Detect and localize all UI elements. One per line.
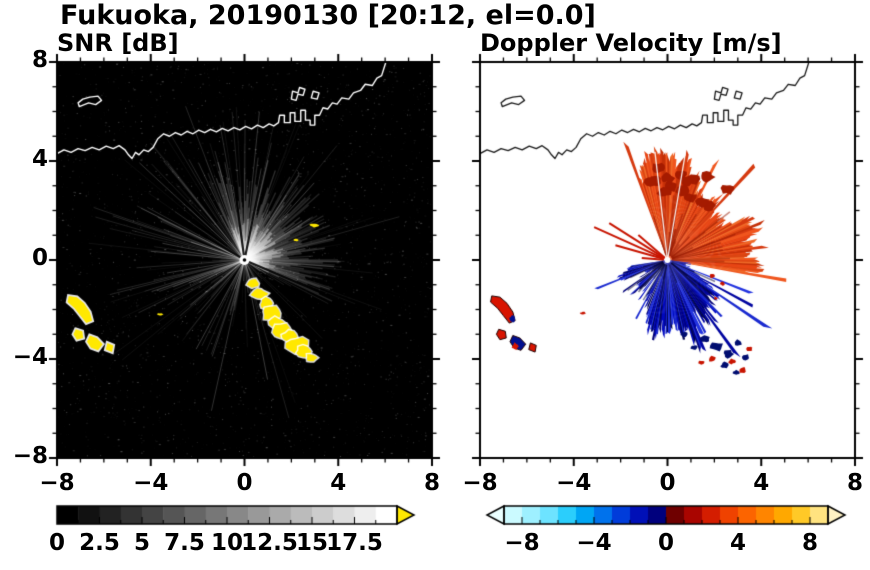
snr-colorbar-tick-label: 15 bbox=[295, 530, 328, 556]
snr-x-tick-label: 4 bbox=[330, 470, 347, 496]
doppler-colorbar-tick-label: 8 bbox=[801, 530, 818, 556]
y-axis-tick-label: 4 bbox=[31, 146, 48, 172]
snr-heatmap-panel bbox=[47, 52, 442, 468]
snr-colorbar-tick-label: 0 bbox=[48, 530, 65, 556]
snr-colorbar-tick-label: 5 bbox=[133, 530, 150, 556]
doppler-x-tick-label: 4 bbox=[753, 470, 770, 496]
doppler-x-tick-label: 0 bbox=[659, 470, 676, 496]
snr-colorbar-tick-label: 12.5 bbox=[241, 530, 298, 556]
doppler-colorbar-tick-label: −4 bbox=[576, 530, 612, 556]
doppler-heatmap-panel bbox=[470, 52, 865, 468]
doppler-x-tick-label: 8 bbox=[846, 470, 863, 496]
doppler-x-tick-label: −4 bbox=[556, 470, 592, 496]
doppler-colorbar-tick-label: 4 bbox=[729, 530, 746, 556]
y-axis-tick-label: 0 bbox=[31, 245, 48, 271]
snr-colorbar bbox=[50, 500, 430, 532]
doppler-colorbar bbox=[470, 500, 860, 532]
y-axis-tick-label: 8 bbox=[31, 47, 48, 73]
snr-x-tick-label: −8 bbox=[39, 470, 75, 496]
snr-x-tick-label: 0 bbox=[236, 470, 253, 496]
y-axis-tick-label: −8 bbox=[12, 443, 48, 469]
doppler-colorbar-tick-label: −8 bbox=[504, 530, 540, 556]
snr-x-tick-label: 8 bbox=[423, 470, 440, 496]
snr-colorbar-tick-label: 7.5 bbox=[164, 530, 205, 556]
snr-x-tick-label: −4 bbox=[133, 470, 169, 496]
snr-colorbar-tick-label: 2.5 bbox=[79, 530, 120, 556]
snr-colorbar-tick-label: 10 bbox=[210, 530, 243, 556]
doppler-x-tick-label: −8 bbox=[462, 470, 498, 496]
snr-colorbar-tick-label: 17.5 bbox=[326, 530, 383, 556]
doppler-colorbar-tick-label: 0 bbox=[657, 530, 674, 556]
y-axis-tick-label: −4 bbox=[12, 344, 48, 370]
figure-title: Fukuoka, 20190130 [20:12, el=0.0] bbox=[60, 0, 596, 31]
